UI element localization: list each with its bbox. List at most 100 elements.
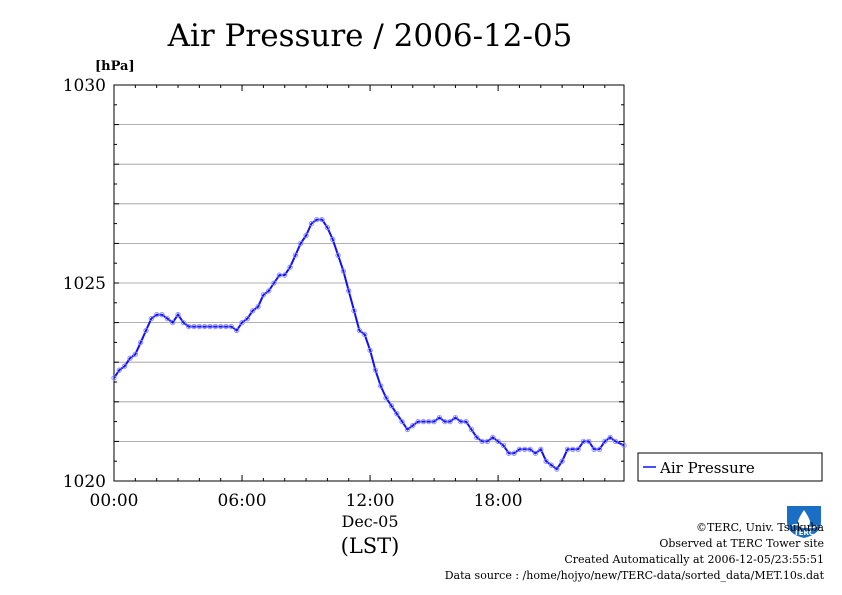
- data-point: [292, 252, 299, 258]
- terc-logo-icon: TERC: [783, 504, 825, 540]
- x-tick-label: 06:00: [218, 491, 267, 511]
- data-point: [234, 327, 240, 334]
- y-tick-label: 1020: [63, 472, 106, 492]
- data-point: [207, 323, 213, 330]
- data-point: [452, 414, 459, 421]
- data-point: [282, 272, 288, 278]
- data-point: [484, 438, 491, 445]
- data-point: [575, 446, 581, 452]
- data-point: [463, 418, 469, 425]
- data-point: [506, 450, 512, 456]
- x-tick-label: 12:00: [346, 491, 395, 511]
- data-point: [383, 395, 389, 401]
- data-point: [335, 252, 341, 258]
- data-point: [586, 438, 592, 445]
- data-point: [154, 312, 160, 318]
- data-point: [116, 367, 122, 373]
- data-point: [490, 434, 496, 441]
- data-point: [580, 438, 587, 445]
- data-point: [255, 304, 261, 310]
- data-point: [596, 446, 603, 452]
- data-point: [420, 418, 427, 425]
- creation-timestamp-text: Created Automatically at 2006-12-05/23:5…: [564, 553, 824, 566]
- x-tick-label: 00:00: [90, 491, 139, 511]
- data-point: [522, 446, 528, 452]
- data-point: [132, 351, 138, 357]
- air-pressure-line: [113, 218, 625, 471]
- data-point: [148, 315, 154, 322]
- data-point: [223, 323, 229, 330]
- data-point: [458, 418, 464, 425]
- data-point: [362, 331, 368, 338]
- data-point: [239, 319, 245, 326]
- data-point: [271, 280, 277, 286]
- data-point: [442, 418, 448, 425]
- data-point: [431, 418, 437, 425]
- data-point: [127, 355, 133, 361]
- y-tick-label: 1025: [63, 274, 106, 294]
- data-point: [612, 438, 619, 445]
- data-point: [532, 450, 539, 456]
- data-point: [538, 446, 544, 452]
- data-point: [164, 315, 170, 322]
- data-point: [447, 418, 453, 425]
- logo-text: TERC: [794, 529, 814, 537]
- data-source-text: Data source : /home/hojyo/new/TERC-data/…: [444, 569, 824, 582]
- data-point: [314, 216, 320, 223]
- x-tick-label: 18:00: [474, 491, 523, 511]
- data-point: [554, 466, 560, 472]
- data-point: [122, 363, 128, 369]
- data-point: [298, 240, 304, 247]
- data-point: [468, 426, 475, 433]
- data-point: [410, 422, 416, 429]
- data-point: [527, 446, 533, 452]
- data-point: [111, 375, 117, 381]
- data-point: [330, 236, 336, 243]
- y-tick-label: 1030: [63, 76, 106, 96]
- data-point: [511, 450, 517, 456]
- data-point: [351, 308, 357, 314]
- data-point: [415, 418, 421, 425]
- data-point: [287, 264, 293, 270]
- data-point: [276, 272, 283, 278]
- data-point: [202, 323, 208, 330]
- data-point: [591, 446, 597, 452]
- data-point: [346, 288, 352, 294]
- data-point: [212, 323, 219, 330]
- data-point: [500, 442, 507, 449]
- data-point: [372, 367, 379, 373]
- data-point: [570, 446, 576, 452]
- data-point: [559, 458, 565, 464]
- data-point: [303, 232, 309, 239]
- x-axis-ticks: 00:00 06:00 12:00 18:00: [90, 85, 606, 511]
- data-point: [621, 442, 627, 449]
- chart-title: Air Pressure / 2006-12-05: [167, 18, 573, 54]
- data-point: [180, 319, 187, 326]
- data-point: [260, 292, 267, 298]
- data-point: [186, 323, 192, 330]
- legend-label-air-pressure: Air Pressure: [659, 459, 755, 477]
- copyright-text: ©TERC, Univ. Tsukuba: [695, 521, 824, 534]
- data-point: [308, 220, 315, 227]
- legend-box: [637, 452, 823, 482]
- data-point: [367, 347, 373, 353]
- x-axis-date-label: Dec-05: [341, 512, 398, 531]
- data-point: [340, 268, 347, 274]
- data-point: [404, 426, 411, 433]
- data-point: [228, 323, 235, 330]
- y-axis-unit-label: [hPa]: [95, 59, 135, 74]
- data-point: [495, 438, 501, 445]
- grid-lines: [114, 124, 624, 442]
- x-axis-timezone-label: (LST): [341, 534, 400, 558]
- data-point: [394, 411, 400, 417]
- observation-site-text: Observed at TERC Tower site: [659, 537, 824, 550]
- air-pressure-markers: [111, 216, 627, 472]
- data-point: [548, 462, 555, 468]
- data-point: [196, 323, 203, 330]
- data-point: [138, 339, 144, 346]
- data-point: [356, 327, 363, 334]
- data-point: [244, 315, 251, 322]
- data-point: [324, 224, 331, 231]
- data-point: [516, 446, 523, 452]
